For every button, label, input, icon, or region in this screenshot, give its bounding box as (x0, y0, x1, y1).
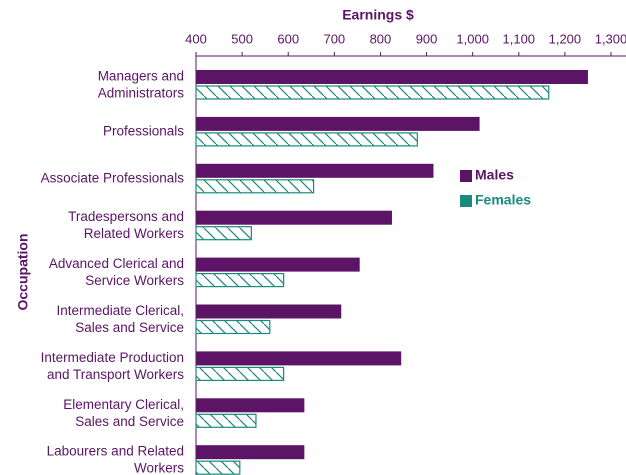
x-tick-label: 600 (277, 31, 299, 46)
x-tick-label: 800 (370, 31, 392, 46)
legend-label: Females (475, 192, 531, 208)
bar (195, 460, 241, 475)
y-tick-label: Elementary Clerical, Sales and Service (63, 396, 184, 428)
bar (195, 226, 252, 241)
x-tick-label: 1,000 (456, 31, 489, 46)
x-tick-label: 900 (416, 31, 438, 46)
y-tick-label: Labourers and Related Workers (47, 443, 185, 475)
bar (196, 210, 392, 225)
y-tick-label: Advanced Clerical and Service Workers (49, 256, 184, 288)
bar (195, 319, 271, 335)
bar (195, 273, 285, 288)
bar (196, 304, 342, 319)
y-tick-label: Intermediate Clerical, Sales and Service (56, 303, 184, 335)
bar (196, 70, 588, 84)
bar (196, 445, 305, 460)
x-tick-label: 700 (323, 31, 345, 46)
y-tick-label: Professionals (103, 123, 184, 138)
bar (195, 413, 257, 428)
y-tick-label: Managers and Administrators (98, 68, 185, 100)
y-axis-label: Occupation (15, 233, 31, 310)
legend-swatch (460, 195, 472, 207)
x-tick-label: 1,200 (549, 31, 582, 46)
chart-title: Earnings $ (342, 7, 414, 23)
bar (195, 366, 285, 381)
legend-swatch (460, 170, 472, 182)
bar (195, 85, 550, 100)
x-tick-label: 400 (185, 31, 207, 46)
y-tick-label: Tradespersons and Related Workers (68, 209, 184, 241)
bar (196, 163, 434, 178)
bar (195, 179, 315, 194)
x-tick-label: 1,300 (595, 31, 626, 46)
bar (196, 351, 402, 366)
bar (195, 132, 418, 147)
bar (196, 398, 305, 413)
legend-label: Males (475, 167, 514, 183)
bar (196, 116, 480, 131)
x-tick-label: 500 (231, 31, 253, 46)
bar (196, 257, 360, 272)
y-tick-label: Associate Professionals (41, 170, 185, 185)
y-tick-label: Intermediate Production and Transport Wor… (41, 349, 185, 381)
x-tick-label: 1,100 (503, 31, 536, 46)
